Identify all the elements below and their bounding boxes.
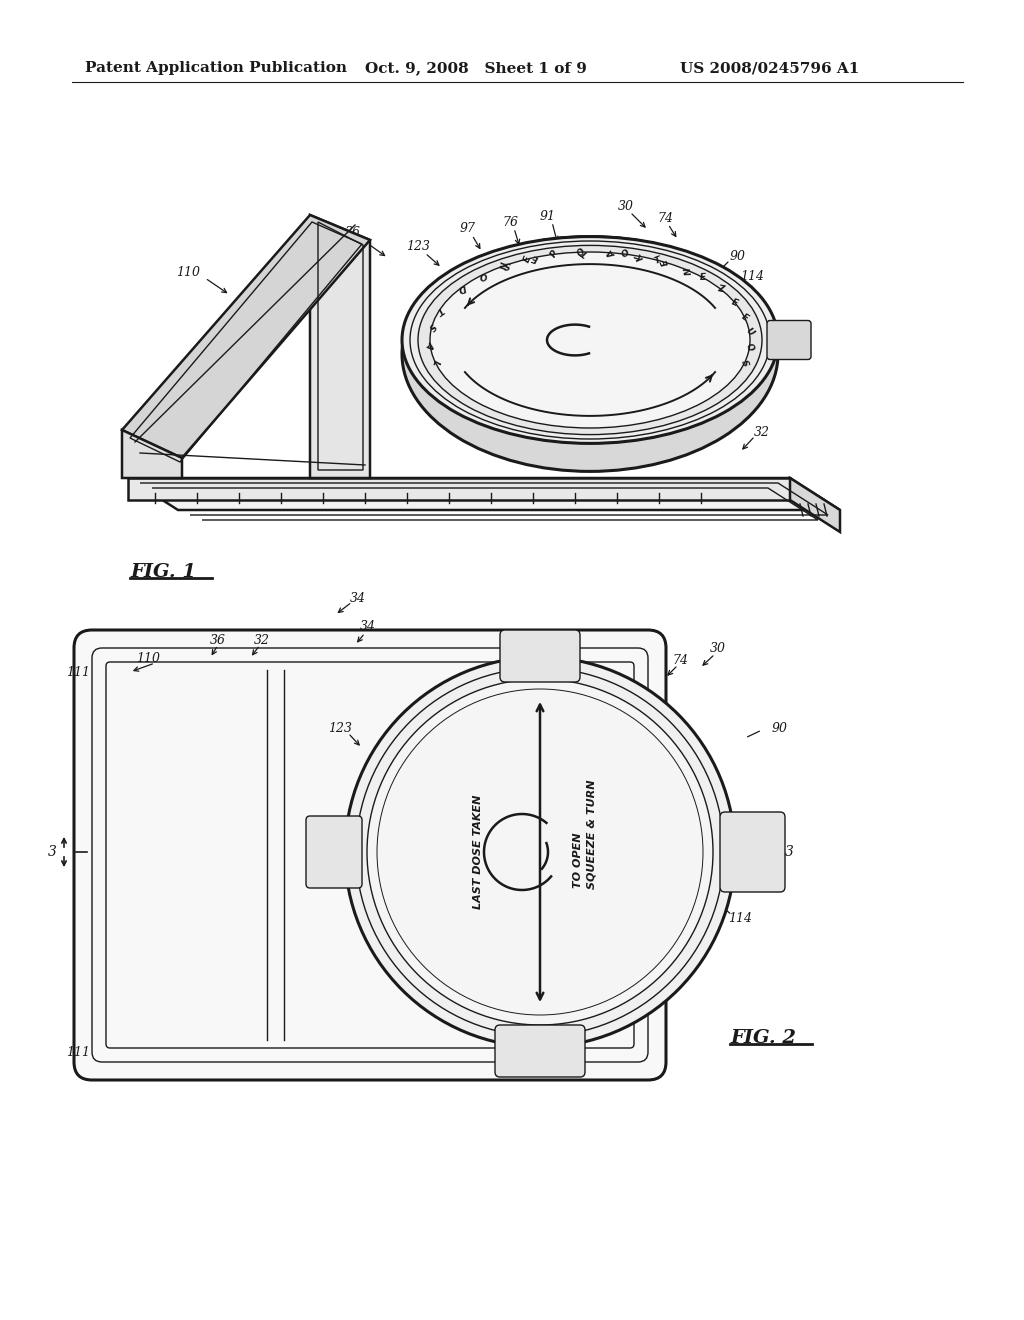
Ellipse shape [402, 236, 778, 444]
Text: N: N [683, 267, 693, 276]
FancyBboxPatch shape [500, 630, 580, 682]
Text: 90: 90 [772, 722, 788, 734]
Text: N: N [500, 261, 510, 271]
Text: 97: 97 [460, 223, 476, 235]
Text: E: E [700, 273, 707, 282]
Text: 114: 114 [728, 912, 752, 924]
Text: 36: 36 [345, 226, 361, 239]
Text: E: E [659, 257, 671, 267]
Text: 34: 34 [350, 591, 366, 605]
Text: S: S [426, 321, 437, 331]
Text: 110: 110 [136, 652, 160, 664]
FancyBboxPatch shape [720, 812, 785, 892]
Polygon shape [122, 430, 182, 478]
Polygon shape [128, 478, 790, 500]
Text: D: D [458, 281, 467, 293]
Text: 30: 30 [618, 201, 634, 214]
Text: 74: 74 [657, 211, 673, 224]
Text: O: O [621, 248, 632, 260]
Text: S: S [504, 260, 511, 269]
Text: Oct. 9, 2008   Sheet 1 of 9: Oct. 9, 2008 Sheet 1 of 9 [365, 61, 587, 75]
FancyBboxPatch shape [495, 1026, 585, 1077]
Text: Patent Application Publication: Patent Application Publication [85, 61, 347, 75]
Text: U: U [743, 326, 755, 338]
Text: 111: 111 [66, 1045, 90, 1059]
Text: 97: 97 [454, 742, 470, 755]
Text: O: O [575, 247, 588, 257]
Text: FIG. 2: FIG. 2 [730, 1030, 796, 1047]
Text: 3: 3 [47, 845, 56, 859]
Circle shape [367, 678, 713, 1026]
Circle shape [345, 657, 735, 1047]
Text: E: E [531, 252, 540, 263]
Text: 32: 32 [254, 634, 270, 647]
Text: A: A [606, 247, 617, 259]
Text: O: O [478, 269, 487, 280]
Ellipse shape [430, 252, 750, 428]
Text: 114: 114 [740, 269, 764, 282]
Text: SQUEEZE & TURN: SQUEEZE & TURN [587, 779, 597, 888]
Ellipse shape [402, 236, 778, 471]
Text: 32: 32 [754, 425, 770, 438]
Text: E: E [739, 312, 750, 322]
Text: 78: 78 [754, 342, 770, 355]
Text: 111: 111 [66, 665, 90, 678]
Text: 123: 123 [328, 722, 352, 734]
Text: 74: 74 [672, 653, 688, 667]
Text: 90: 90 [730, 249, 746, 263]
Text: A: A [425, 339, 436, 350]
Text: LAST DOSE TAKEN: LAST DOSE TAKEN [473, 795, 483, 909]
Text: Q: Q [743, 342, 756, 354]
Text: 36: 36 [210, 634, 226, 647]
Text: T: T [653, 255, 663, 265]
Text: T: T [580, 247, 590, 257]
FancyBboxPatch shape [306, 816, 362, 888]
Text: 91: 91 [540, 210, 556, 223]
Text: 123: 123 [406, 240, 430, 253]
Polygon shape [310, 215, 370, 478]
Text: 76: 76 [502, 215, 518, 228]
Text: P: P [549, 249, 559, 260]
Text: 91: 91 [542, 639, 558, 652]
Text: FIG. 1: FIG. 1 [130, 564, 196, 581]
Text: Z: Z [717, 285, 725, 294]
FancyBboxPatch shape [767, 321, 811, 359]
Text: E: E [522, 255, 532, 264]
Polygon shape [122, 215, 370, 458]
Ellipse shape [418, 246, 762, 434]
Text: 34: 34 [360, 620, 376, 634]
Polygon shape [790, 478, 840, 532]
Text: T: T [434, 305, 444, 315]
Text: 110: 110 [176, 265, 200, 279]
Text: TO OPEN: TO OPEN [573, 832, 583, 888]
Text: US 2008/0245796 A1: US 2008/0245796 A1 [680, 61, 859, 75]
Text: S: S [739, 358, 750, 367]
Text: L: L [430, 359, 440, 367]
Text: E: E [730, 297, 739, 308]
Text: 3: 3 [784, 845, 794, 859]
Polygon shape [128, 478, 840, 510]
FancyBboxPatch shape [74, 630, 666, 1080]
Text: K: K [634, 251, 645, 261]
Text: 30: 30 [710, 642, 726, 655]
